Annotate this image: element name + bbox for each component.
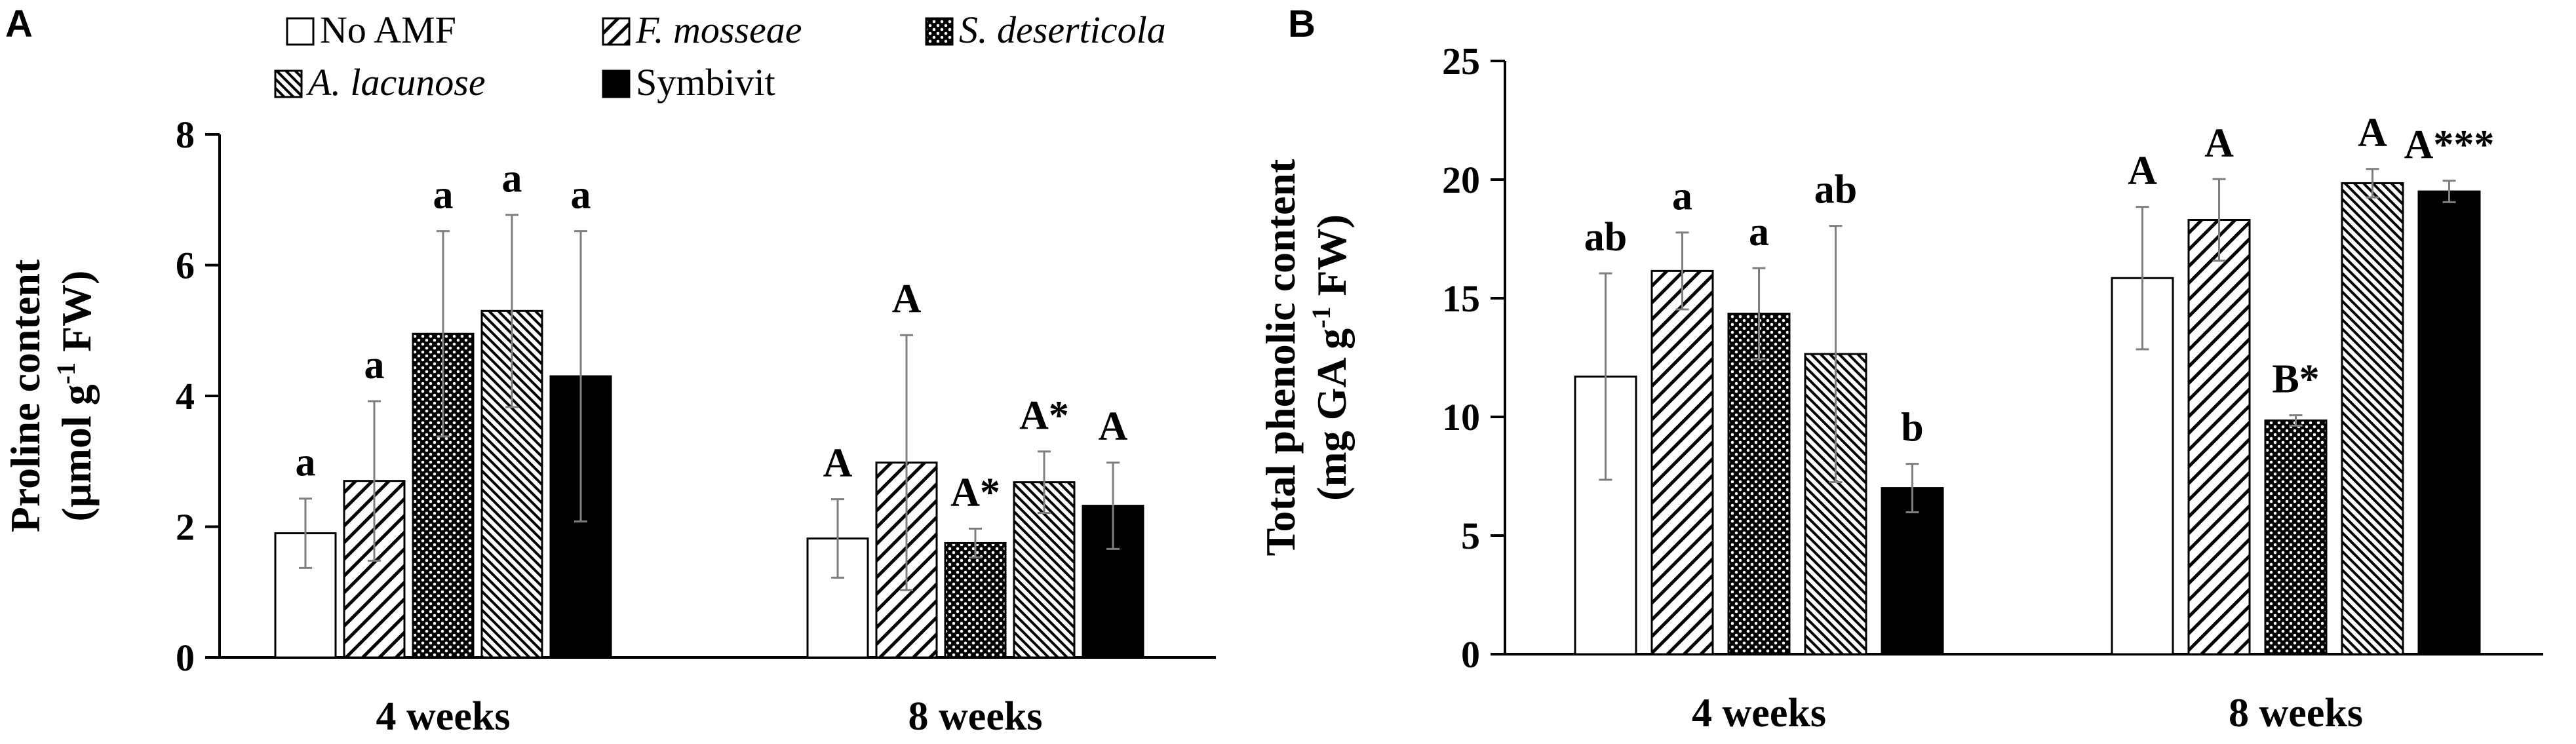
significance-label: A <box>2358 111 2387 155</box>
x-category-label: 4 weeks <box>376 694 511 739</box>
y-tick-label: 2 <box>176 506 195 549</box>
significance-label: ab <box>1814 168 1857 212</box>
bar <box>2187 219 2251 656</box>
significance-label: a <box>433 173 454 218</box>
legend-swatch <box>602 17 631 46</box>
legend-label: No AMF <box>320 9 456 51</box>
legend-label: A. lacunose <box>305 61 486 104</box>
legend-item: A. lacunose <box>274 61 486 104</box>
legend-swatch <box>274 69 303 98</box>
significance-label: A*** <box>2404 123 2495 167</box>
bar <box>1727 313 1791 656</box>
significance-label: A* <box>950 470 1000 515</box>
y-tick-label: 20 <box>1442 159 1480 201</box>
y-tick-label: 4 <box>176 375 195 418</box>
significance-label: A* <box>1019 393 1069 438</box>
significance-label: a <box>502 157 522 201</box>
bar <box>2417 190 2481 656</box>
significance-label: A <box>1099 404 1128 449</box>
y-tick-label: 10 <box>1442 396 1480 439</box>
panel-letter: B <box>1288 3 1316 45</box>
y-axis-label-line1: Proline content <box>2 259 49 532</box>
significance-label: a <box>1672 174 1692 219</box>
significance-label: A <box>892 277 922 321</box>
legend-swatch <box>286 17 315 46</box>
significance-label: A <box>2204 121 2234 165</box>
legend-swatch <box>602 69 631 98</box>
significance-label: b <box>1901 406 1923 450</box>
x-category-label: 8 weeks <box>908 694 1043 739</box>
legend: No AMF F. mosseae S. deserticola A. lacunos… <box>274 9 1166 104</box>
y-axis-label-line2: (µmol g-1 FW) <box>51 270 100 521</box>
bar <box>1650 269 1714 656</box>
legend-item: No AMF <box>286 9 456 51</box>
significance-label: B* <box>2272 357 2319 401</box>
bar <box>2341 182 2404 656</box>
significance-label: a <box>1749 210 1769 254</box>
significance-label: a <box>571 173 591 218</box>
legend-item: S. deserticola <box>925 9 1166 51</box>
y-tick-label: 15 <box>1442 277 1480 320</box>
y-tick-label: 0 <box>1461 633 1480 676</box>
y-tick-label: 8 <box>176 113 195 156</box>
legend-item: Symbivit <box>602 61 775 104</box>
legend-label: Symbivit <box>636 61 775 104</box>
y-tick-label: 5 <box>1461 515 1480 557</box>
bar <box>944 541 1007 659</box>
legend-item: F. mosseae <box>602 9 802 51</box>
bar <box>1881 487 1944 656</box>
legend-swatch <box>925 17 954 46</box>
bar <box>2264 419 2328 656</box>
significance-label: a <box>364 343 385 387</box>
x-category-label: 8 weeks <box>2229 691 2363 735</box>
y-tick-label: 6 <box>176 245 195 287</box>
y-axis-label-line2: (mg GA g-1 FW) <box>1306 214 1355 501</box>
y-axis-label-line1: Total phenolic content <box>1257 159 1304 556</box>
x-category-label: 4 weeks <box>1692 691 1826 735</box>
significance-label: A <box>823 441 853 486</box>
significance-label: a <box>296 441 316 485</box>
legend-label: S. deserticola <box>959 9 1166 51</box>
panel-letter: A <box>5 3 33 45</box>
chart-layer: A 0 2 4 6 8 Proline content (µmol g-1 FW) a a a a a 4… <box>2 3 2543 739</box>
significance-label: A <box>2128 149 2157 193</box>
legend-label: F. mosseae <box>635 9 802 51</box>
y-tick-label: 25 <box>1442 40 1480 83</box>
y-tick-label: 0 <box>176 636 195 679</box>
significance-label: ab <box>1584 215 1627 260</box>
